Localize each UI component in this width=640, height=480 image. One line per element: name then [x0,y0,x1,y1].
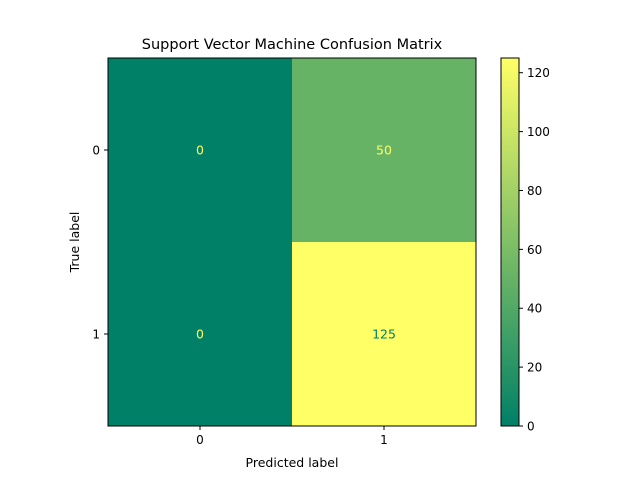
x-axis-label: Predicted label [246,455,339,470]
matrix-cell-1-0 [108,242,292,426]
cell-value-label: 0 [196,143,204,158]
matrix-cell-0-1 [292,58,476,242]
colorbar-tick-label: 100 [527,125,550,139]
x-tick-label: 0 [196,433,204,447]
cell-value-label: 0 [196,327,204,342]
colorbar [500,57,520,427]
colorbar-tick-label: 0 [527,420,535,434]
matrix-cell-1-1 [292,242,476,426]
colorbar-tick-label: 120 [527,66,550,80]
y-tick-label: 0 [92,144,100,158]
matrix-cell-0-0 [108,58,292,242]
colorbar-tick-label: 20 [527,361,542,375]
y-axis-label: True label [67,212,82,274]
x-tick-label: 1 [380,433,388,447]
cell-value-label: 50 [376,143,392,158]
colorbar-tick-label: 60 [527,243,542,257]
matrix-frame [107,57,477,427]
cell-value-label: 125 [372,327,396,342]
chart-title: Support Vector Machine Confusion Matrix [142,37,443,53]
colorbar-tick-label: 40 [527,302,542,316]
y-tick-label: 1 [92,328,100,342]
colorbar-tick-label: 80 [527,184,542,198]
